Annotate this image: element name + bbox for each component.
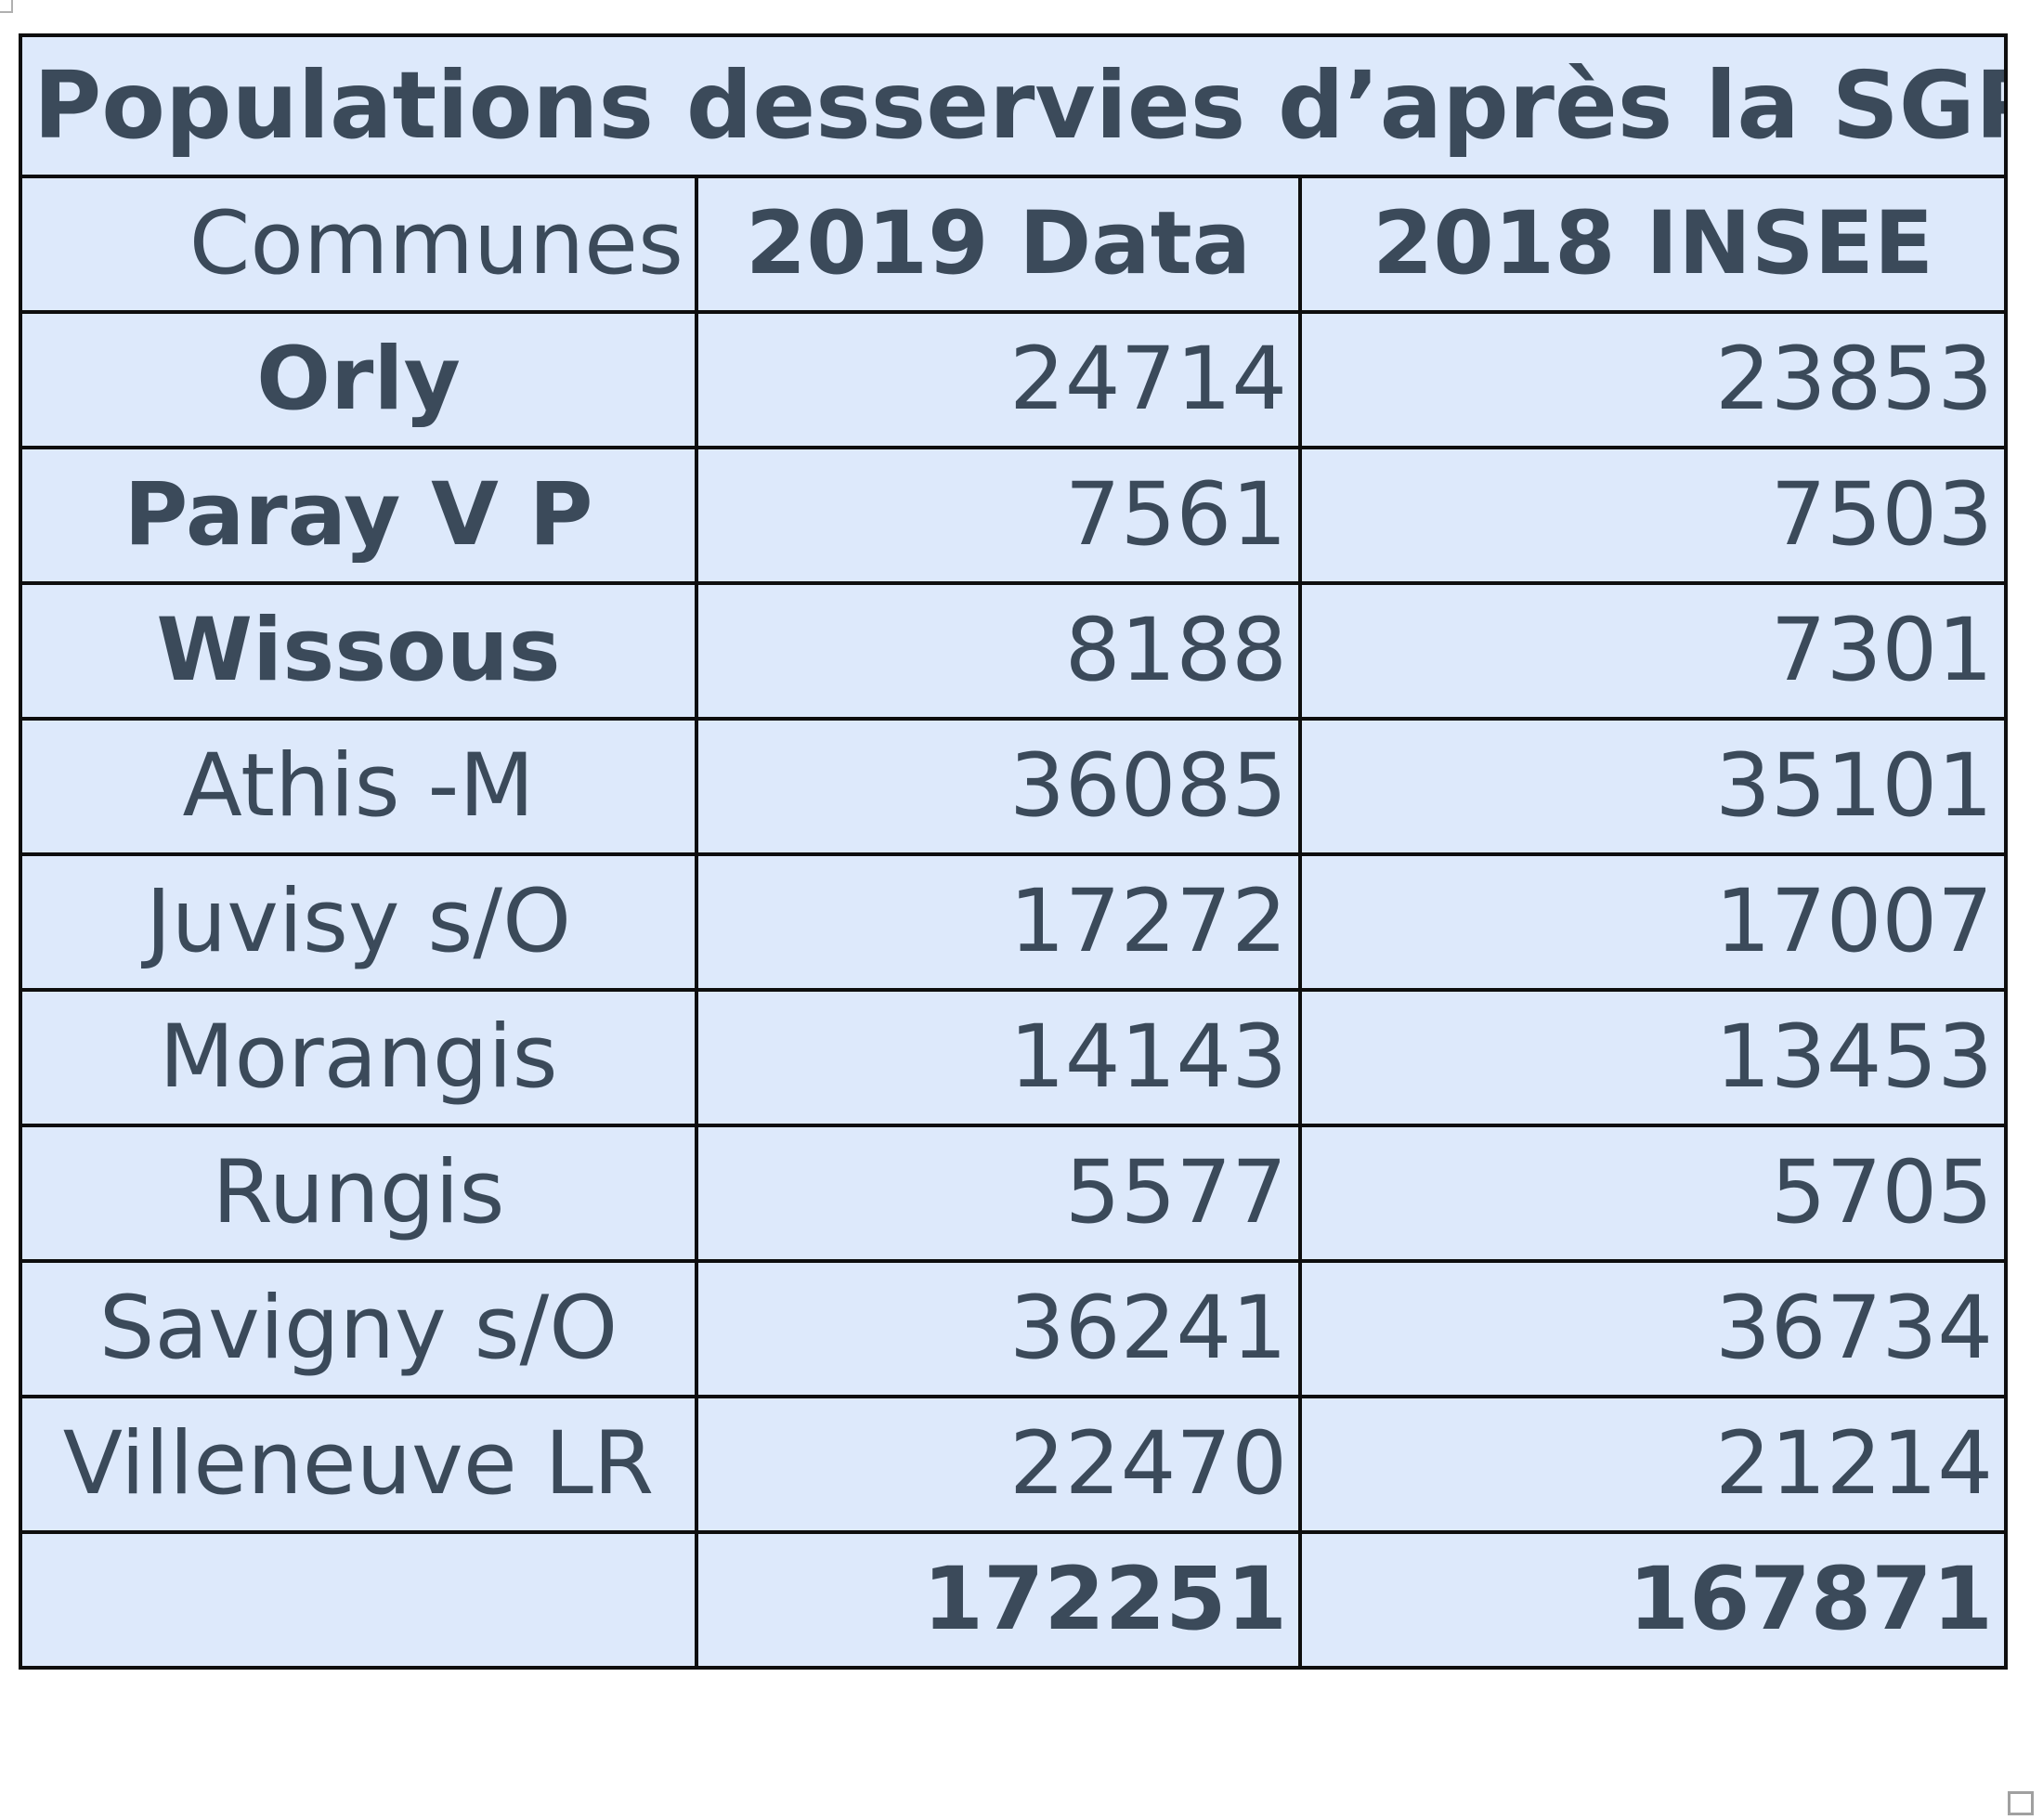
value-2019: 36085 (695, 717, 1302, 856)
table-row: Paray V P 7561 7503 (19, 446, 2009, 585)
commune-name: Morangis (19, 988, 698, 1127)
total-2018: 167871 (1297, 1530, 2009, 1670)
total-label (19, 1530, 698, 1670)
table-anchor-marker (0, 0, 13, 13)
commune-name: Juvisy s/O (19, 852, 698, 992)
table-title: Populations desservies d’après la SGP (18, 33, 2009, 178)
value-2019: 14143 (695, 988, 1302, 1127)
value-2019: 36241 (695, 1259, 1302, 1398)
value-2018: 5705 (1297, 1124, 2009, 1263)
value-2018: 7301 (1297, 581, 2009, 721)
header-2018-insee: 2018 INSEE (1297, 175, 2009, 314)
commune-name: Athis -M (19, 717, 698, 856)
value-2019: 22470 (695, 1395, 1302, 1534)
commune-name: Rungis (19, 1124, 698, 1263)
value-2018: 21214 (1297, 1395, 2009, 1534)
table-row: Wissous 8188 7301 (19, 581, 2009, 721)
table-row: Juvisy s/O 17272 17007 (19, 852, 2009, 992)
value-2018: 13453 (1297, 988, 2009, 1127)
value-2018: 23853 (1297, 310, 2009, 449)
value-2018: 17007 (1297, 852, 2009, 992)
table-total-row: 172251 167871 (19, 1530, 2009, 1670)
table-resize-handle[interactable] (2008, 1791, 2034, 1815)
table-title-row: Populations desservies d’après la SGP (18, 33, 2009, 178)
header-2019-data: 2019 Data (695, 175, 1302, 314)
value-2018: 35101 (1297, 717, 2009, 856)
population-table: Populations desservies d’après la SGP Co… (18, 33, 2009, 1670)
value-2019: 24714 (695, 310, 1302, 449)
value-2019: 5577 (695, 1124, 1302, 1263)
commune-name: Villeneuve LR (19, 1395, 698, 1534)
value-2018: 7503 (1297, 446, 2009, 585)
value-2019: 17272 (695, 852, 1302, 992)
table-row: Savigny s/O 36241 36734 (19, 1259, 2009, 1398)
commune-name: Savigny s/O (19, 1259, 698, 1398)
total-2019: 172251 (695, 1530, 1302, 1670)
value-2018: 36734 (1297, 1259, 2009, 1398)
commune-name: Orly (19, 310, 698, 449)
header-communes: Communes (19, 175, 698, 314)
table-row: Orly 24714 23853 (19, 310, 2009, 449)
table-row: Rungis 5577 5705 (19, 1124, 2009, 1263)
commune-name: Paray V P (19, 446, 698, 585)
value-2019: 8188 (695, 581, 1302, 721)
table-row: Athis -M 36085 35101 (19, 717, 2009, 856)
table-row: Morangis 14143 13453 (19, 988, 2009, 1127)
table-row: Villeneuve LR 22470 21214 (19, 1395, 2009, 1534)
table-header-row: Communes 2019 Data 2018 INSEE (19, 175, 2009, 314)
commune-name: Wissous (19, 581, 698, 721)
value-2019: 7561 (695, 446, 1302, 585)
